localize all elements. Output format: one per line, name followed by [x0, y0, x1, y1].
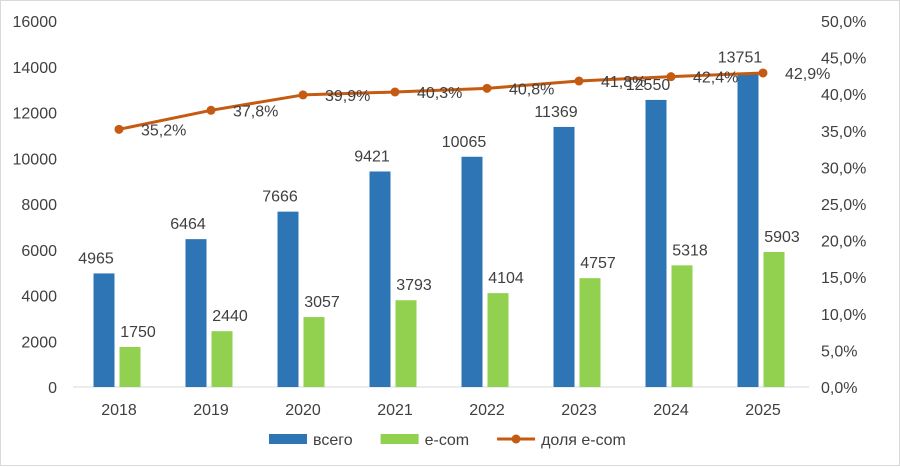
- x-tick-label: 2019: [193, 402, 229, 419]
- bar-total: [461, 156, 483, 387]
- bar-total: [277, 211, 299, 387]
- y-left-tick-label: 0: [48, 380, 57, 397]
- data-label-ecom-share: 40,8%: [509, 81, 554, 98]
- x-tick-label: 2018: [101, 402, 137, 419]
- y-left-tick-label: 8000: [21, 197, 57, 214]
- y-right-tick-label: 30,0%: [821, 160, 866, 177]
- data-label-ecom-share: 42,9%: [785, 66, 830, 83]
- bar-ecom: [487, 293, 509, 387]
- y-left-tick-label: 16000: [13, 14, 58, 31]
- data-labels-group: 4965 6464 7666 9421 10065 11369 12550 13751 1750…: [78, 49, 830, 341]
- line-point-ecom-share: [758, 68, 768, 78]
- line-point-ecom-share: [206, 105, 216, 115]
- x-tick-label: 2020: [285, 402, 321, 419]
- bar-total: [553, 126, 575, 387]
- legend-label: e-com: [425, 432, 469, 449]
- data-label-total: 11369: [534, 104, 577, 121]
- data-label-ecom: 4757: [580, 255, 616, 272]
- y-right-tick-label: 0,0%: [821, 380, 857, 397]
- x-tick-label: 2023: [561, 402, 597, 419]
- line-point-ecom-share: [574, 76, 584, 86]
- bar-ecom: [211, 331, 233, 387]
- data-label-ecom: 5318: [672, 242, 708, 259]
- data-label-total: 7666: [262, 189, 298, 206]
- line-group: [114, 68, 768, 134]
- line-point-ecom-share: [298, 90, 308, 100]
- y-left-tick-label: 14000: [13, 60, 58, 77]
- line-point-ecom-share: [482, 83, 492, 93]
- x-tick-label: 2025: [745, 402, 781, 419]
- x-tick-label: 2024: [653, 402, 689, 419]
- data-label-ecom: 1750: [120, 324, 156, 341]
- bar-ecom: [303, 317, 325, 387]
- bar-total: [369, 171, 391, 387]
- line-ecom-share: [118, 71, 764, 131]
- y-right-tick-label: 15,0%: [821, 270, 866, 287]
- bar-ecom: [671, 265, 693, 387]
- data-label-total: 10065: [442, 134, 487, 151]
- legend-item: доля e-com: [497, 432, 626, 449]
- data-label-ecom: 3793: [396, 277, 432, 294]
- data-label-ecom-share: 40,3%: [417, 85, 462, 102]
- y-right-tick-label: 25,0%: [821, 197, 866, 214]
- bar-total: [185, 239, 207, 387]
- y-left-tick-label: 4000: [21, 289, 57, 306]
- y-right-tick-label: 20,0%: [821, 234, 866, 251]
- data-label-ecom: 3057: [304, 294, 340, 311]
- legend-label: доля e-com: [541, 432, 626, 449]
- data-label-total: 9421: [354, 148, 390, 165]
- y-left-tick-label: 10000: [13, 151, 58, 168]
- line-point-ecom-share: [390, 87, 400, 97]
- y-right-tick-label: 50,0%: [821, 14, 866, 31]
- legend-item: всего: [269, 432, 353, 449]
- data-label-total: 13751: [718, 49, 763, 66]
- legend-item: e-com: [380, 432, 469, 449]
- legend-swatch: [269, 434, 307, 444]
- bar-ecom: [763, 251, 785, 387]
- data-label-ecom: 2440: [212, 308, 248, 325]
- data-label-ecom-share: 41,8%: [601, 74, 646, 91]
- y-right-tick-label: 45,0%: [821, 51, 866, 68]
- data-label-ecom-share: 35,2%: [141, 122, 186, 139]
- data-label-total: 6464: [170, 216, 206, 233]
- y-right-tick-label: 35,0%: [821, 124, 866, 141]
- y-left-tick-label: 2000: [21, 334, 57, 351]
- data-label-ecom: 5903: [764, 229, 800, 246]
- y-right-tick-label: 40,0%: [821, 87, 866, 104]
- legend: всего e-com доля e-com: [269, 432, 626, 449]
- y-right-tick-label: 5,0%: [821, 343, 857, 360]
- y-left-tick-label: 12000: [13, 106, 58, 123]
- y-right-tick-label: 10,0%: [821, 307, 866, 324]
- bar-ecom: [119, 346, 141, 387]
- bar-total: [737, 72, 759, 388]
- data-label-ecom-share: 42,4%: [693, 70, 738, 87]
- bar-total: [645, 99, 667, 387]
- bar-ecom: [395, 300, 417, 387]
- legend-swatch: [380, 434, 419, 444]
- bar-ecom: [579, 278, 601, 387]
- line-point-ecom-share: [666, 72, 676, 82]
- legend-marker: [511, 434, 521, 444]
- line-point-ecom-share: [114, 124, 124, 134]
- x-tick-label: 2021: [377, 402, 413, 419]
- data-label-ecom-share: 39,9%: [325, 88, 370, 105]
- x-tick-label: 2022: [469, 402, 505, 419]
- legend-label: всего: [313, 432, 353, 449]
- axes-group: 0 2000 4000 6000 8000 10000 12000 14000 16000 0,0…: [13, 14, 867, 419]
- bar-total: [93, 273, 115, 387]
- data-label-total: 4965: [78, 250, 114, 267]
- data-label-ecom-share: 37,8%: [233, 103, 278, 120]
- data-label-ecom: 4104: [488, 270, 524, 287]
- y-left-tick-label: 6000: [21, 243, 57, 260]
- bars-group: [93, 72, 785, 388]
- data-label-total: 12550: [626, 77, 671, 94]
